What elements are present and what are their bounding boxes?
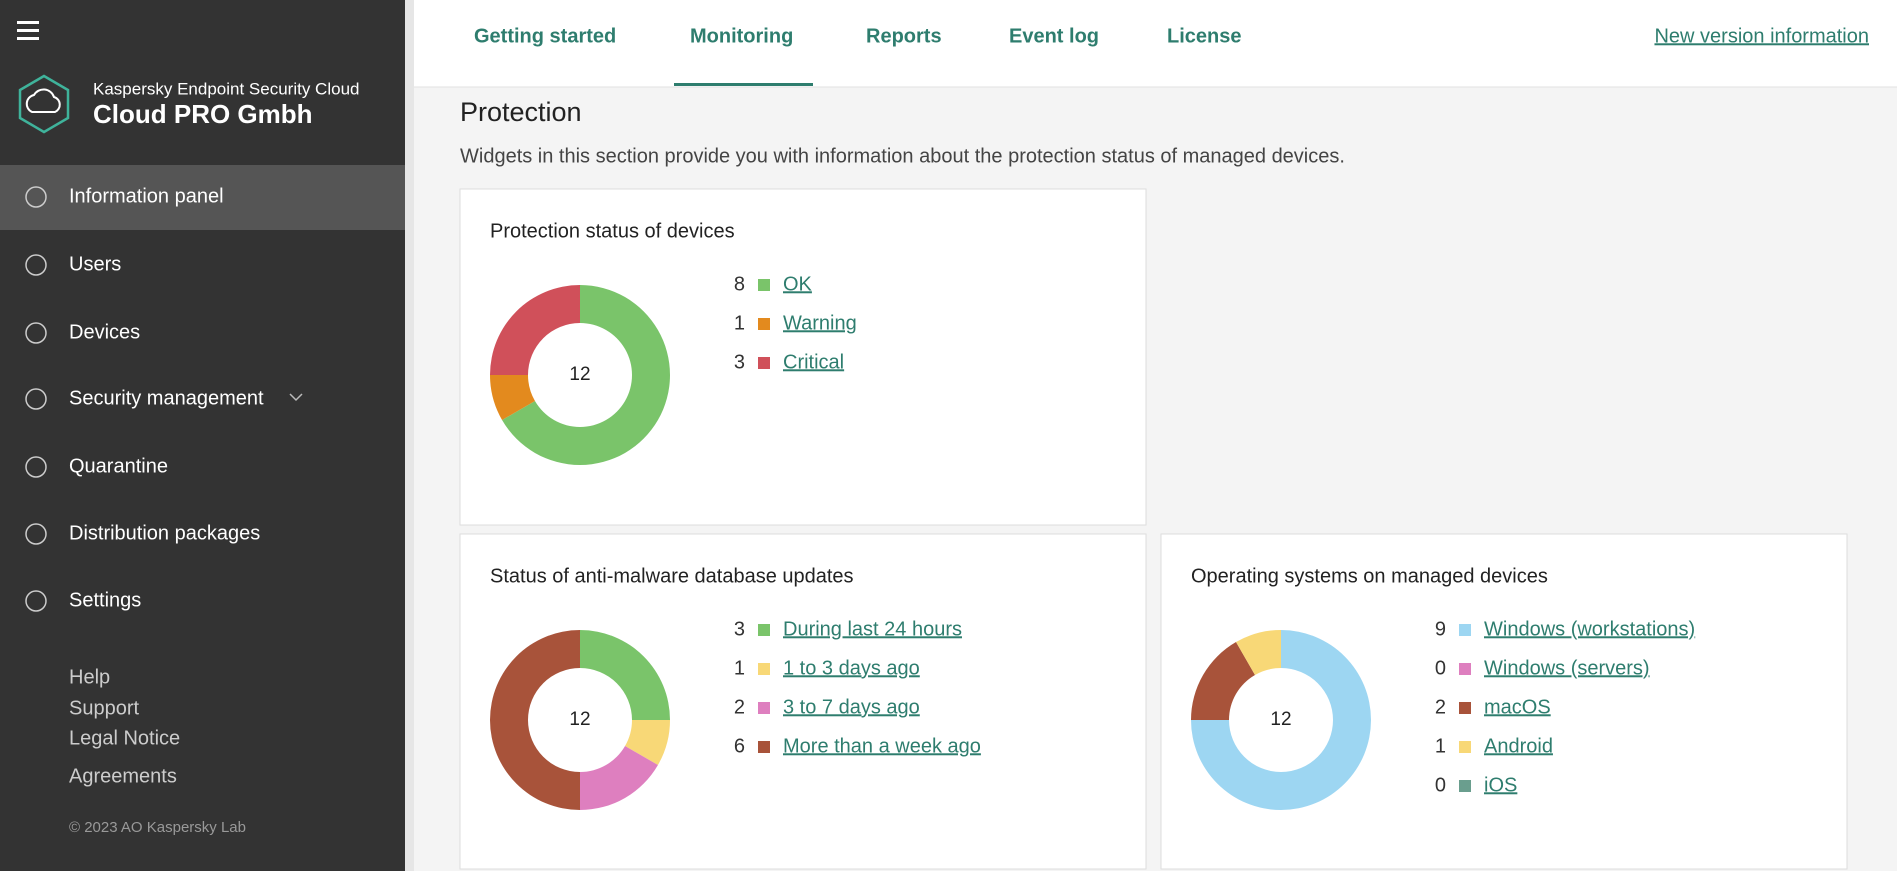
donut-slice: [1191, 630, 1371, 810]
legend-swatch: [758, 357, 770, 369]
legend-count: 0: [1435, 657, 1446, 679]
sidebar-link[interactable]: Help: [69, 666, 110, 688]
hamburger[interactable]: [17, 21, 39, 40]
donut-slice: [1236, 630, 1281, 675]
legend-count: 2: [734, 696, 745, 718]
company-name: Cloud PRO Gmbh: [93, 99, 313, 129]
sidebar-link[interactable]: Support: [69, 697, 139, 719]
legend-swatch: [1459, 780, 1471, 792]
widget-card: [459, 533, 1147, 870]
chevron: [289, 393, 303, 402]
menu-icon: [25, 186, 47, 208]
legend-link[interactable]: Warning: [783, 312, 857, 334]
menu-item[interactable]: Devices: [69, 321, 140, 343]
nav-tab[interactable]: Reports: [866, 25, 942, 47]
menu-icon: [25, 456, 47, 478]
copyright: © 2023 AO Kaspersky Lab: [69, 819, 246, 836]
legend-swatch: [1459, 741, 1471, 753]
menu-icon: [25, 254, 47, 276]
donut-total: 12: [569, 709, 590, 730]
legend-link[interactable]: 3 to 7 days ago: [783, 696, 920, 718]
active-tab-underline: [674, 83, 813, 86]
legend-link[interactable]: During last 24 hours: [783, 618, 962, 640]
legend-link[interactable]: Android: [1484, 735, 1553, 757]
legend-count: 3: [734, 351, 745, 373]
menu-icon: [25, 322, 47, 344]
sidebar-link[interactable]: Agreements: [69, 765, 177, 787]
top-nav: [414, 0, 1897, 87]
legend-swatch: [1459, 624, 1471, 636]
donut-slice: [580, 746, 658, 810]
nav-tab[interactable]: Event log: [1009, 25, 1099, 47]
donut-slice: [490, 375, 535, 420]
legend-count: 0: [1435, 774, 1446, 796]
legend-swatch: [758, 279, 770, 291]
donut-slice: [490, 630, 580, 810]
donut-slice: [490, 285, 580, 375]
section-title: Protection: [460, 97, 582, 127]
donut-slice: [580, 630, 670, 720]
legend-link[interactable]: Windows (servers): [1484, 657, 1650, 679]
menu-item[interactable]: Quarantine: [69, 455, 168, 477]
donut-slice: [1191, 642, 1255, 720]
menu-item[interactable]: Information panel: [69, 185, 224, 207]
donut-total: 12: [569, 364, 590, 385]
legend-link[interactable]: More than a week ago: [783, 735, 981, 757]
legend-count: 2: [1435, 696, 1446, 718]
legend-count: 8: [734, 273, 745, 295]
widget-card: [459, 188, 1147, 526]
menu-icon: [25, 590, 47, 612]
legend-swatch: [758, 318, 770, 330]
legend-swatch: [758, 702, 770, 714]
logo: [18, 74, 70, 134]
menu-item[interactable]: Distribution packages: [69, 522, 260, 544]
donut-slice: [625, 720, 670, 765]
widget-title: Protection status of devices: [490, 220, 735, 242]
sidebar-link[interactable]: Legal Notice: [69, 727, 180, 749]
nav-tab[interactable]: License: [1167, 25, 1241, 47]
legend-count: 6: [734, 735, 745, 757]
menu-icon: [25, 523, 47, 545]
menu-item[interactable]: Users: [69, 253, 121, 275]
menu-item[interactable]: Security management: [69, 387, 264, 409]
donut-slice: [502, 285, 670, 466]
nav-tab[interactable]: Getting started: [474, 25, 616, 47]
legend-link[interactable]: macOS: [1484, 696, 1551, 718]
legend-swatch: [758, 663, 770, 675]
menu-item[interactable]: Settings: [69, 589, 141, 611]
legend-count: 9: [1435, 618, 1446, 640]
section-description: Widgets in this section provide you with…: [460, 145, 1345, 167]
legend-swatch: [1459, 702, 1471, 714]
widget-title: Status of anti-malware database updates: [490, 565, 854, 587]
legend-link[interactable]: iOS: [1484, 774, 1517, 796]
new-version-link[interactable]: New version information: [1654, 25, 1869, 47]
widget-title: Operating systems on managed devices: [1191, 565, 1548, 587]
legend-count: 3: [734, 618, 745, 640]
legend-count: 1: [1435, 735, 1446, 757]
sidebar: [0, 0, 405, 871]
nav-tab[interactable]: Monitoring: [690, 25, 793, 47]
sidebar-border: [405, 0, 414, 871]
product-name: Kaspersky Endpoint Security Cloud: [93, 79, 359, 98]
legend-count: 1: [734, 657, 745, 679]
active-menu-bg: [0, 165, 405, 230]
legend-swatch: [758, 624, 770, 636]
legend-link[interactable]: Critical: [783, 351, 844, 373]
widget-card: [1160, 533, 1848, 870]
donut-total: 12: [1270, 709, 1291, 730]
legend-link[interactable]: OK: [783, 273, 813, 295]
legend-swatch: [758, 741, 770, 753]
legend-link[interactable]: 1 to 3 days ago: [783, 657, 920, 679]
legend-count: 1: [734, 312, 745, 334]
menu-icon: [25, 388, 47, 410]
legend-swatch: [1459, 663, 1471, 675]
legend-link[interactable]: Windows (workstations): [1484, 618, 1695, 640]
